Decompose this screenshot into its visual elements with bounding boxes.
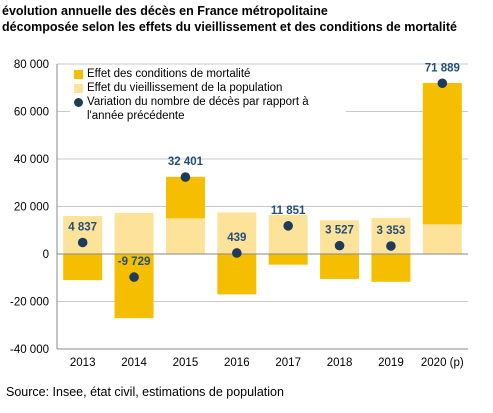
data-label-2013: 4 837 <box>68 222 97 234</box>
bar-aging-2017 <box>268 214 308 254</box>
data-label-2017: 11 851 <box>271 205 306 217</box>
legend-label-aging: Effet du vieillissement de la population <box>87 82 283 94</box>
legend-swatch-aging <box>74 84 83 93</box>
variation-marker-2014 <box>129 272 139 282</box>
bar-mortality-2018 <box>320 254 360 279</box>
data-label-2018: 3 527 <box>325 225 354 237</box>
bar-mortality-2016 <box>217 254 257 295</box>
chart-area: -40 000 -20 000 0 20 000 40 000 60 000 80 000 4… <box>10 59 468 369</box>
bar-aging-2014 <box>114 212 154 254</box>
data-label-2015: 32 401 <box>168 156 204 168</box>
x-tick-label: 2013 <box>70 357 96 369</box>
variation-marker-2018 <box>334 240 345 251</box>
x-tick-label: 2017 <box>275 357 301 369</box>
bar-mortality-2015 <box>165 176 205 219</box>
x-tick-label: 2014 <box>121 357 147 369</box>
variation-marker-2015 <box>180 172 191 182</box>
chart-title-line2: décomposée selon les effets du vieilliss… <box>2 20 457 34</box>
data-label-2019: 3 353 <box>377 225 406 237</box>
bar-mortality-2017 <box>268 254 308 265</box>
y-tick-label: -40 000 <box>10 344 49 356</box>
y-tick-label: 40 000 <box>14 154 49 166</box>
variation-marker-2020 (p) <box>437 78 448 89</box>
variation-marker-2013 <box>77 237 88 248</box>
bar-mortality-2013 <box>63 254 103 281</box>
legend-item-aging: Effet du vieillissement de la population <box>72 81 344 95</box>
x-tick-label: 2016 <box>224 357 250 369</box>
bar-mortality-2014 <box>114 254 154 319</box>
y-tick-label: 0 <box>43 249 49 261</box>
bar-aging-2016 <box>217 212 257 254</box>
y-tick-label: 80 000 <box>14 59 49 71</box>
data-label-2016: 439 <box>227 232 246 244</box>
chart-source: Source: Insee, état civil, estimations d… <box>6 385 284 399</box>
y-tick-label: -20 000 <box>10 297 49 309</box>
data-label-2020 (p): 71 889 <box>425 62 460 74</box>
chart-legend: Effet des conditions de mortalité Effet … <box>70 66 346 124</box>
bar-mortality-2019 <box>371 254 411 282</box>
chart-title-line1: évolution annuelle des décès en France m… <box>2 4 328 18</box>
variation-marker-2017 <box>283 221 293 231</box>
x-tick-label: 2015 <box>173 357 199 369</box>
legend-label-mortality: Effet des conditions de mortalité <box>87 68 251 80</box>
x-tick-label: 2018 <box>327 357 353 369</box>
y-tick-label: 60 000 <box>14 107 49 119</box>
legend-item-variation: Variation du nombre de décès par rapport… <box>72 95 344 123</box>
x-tick-label: 2020 (p) <box>421 357 464 369</box>
legend-marker-variation <box>74 98 83 107</box>
y-tick-label: 20 000 <box>14 202 49 214</box>
legend-label-variation: Variation du nombre de décès par rapport… <box>87 96 309 122</box>
data-label-2014: -9 729 <box>118 256 151 268</box>
legend-swatch-mortality <box>74 70 83 79</box>
variation-marker-2016 <box>232 248 242 258</box>
x-tick-label: 2019 <box>378 357 404 369</box>
bar-aging-2013 <box>63 216 103 254</box>
bar-aging-2020 (p) <box>422 224 462 254</box>
variation-marker-2019 <box>386 241 396 251</box>
bar-mortality-2020 (p) <box>422 83 462 225</box>
legend-item-mortality: Effet des conditions de mortalité <box>72 67 344 81</box>
bar-aging-2015 <box>165 218 205 254</box>
